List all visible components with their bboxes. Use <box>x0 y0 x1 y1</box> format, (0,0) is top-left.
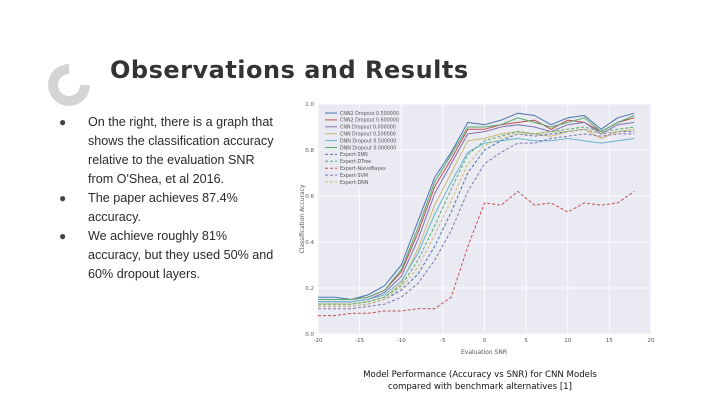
legend-label: Expert-SNN <box>340 152 368 158</box>
decorative-ring-icon <box>48 64 90 106</box>
bullet-item: ● We achieve roughly 81% accuracy, but th… <box>56 227 281 284</box>
series-line <box>318 115 635 300</box>
legend-label: CNN2 Dropout 0.500000 <box>340 111 399 117</box>
legend-label: Expert-NaiveBayes <box>340 166 386 172</box>
series-line <box>318 190 635 317</box>
y-tick-label: 0.0 <box>305 332 314 338</box>
caption-line: compared with benchmark alternatives [1] <box>387 382 572 392</box>
legend-label: CNN Dropout 0.500000 <box>340 132 396 138</box>
x-tick-label: -20 <box>314 338 323 344</box>
x-tick-label: -5 <box>440 338 446 344</box>
bullet-icon: ● <box>59 191 67 205</box>
slide-title: Observations and Results <box>110 56 469 84</box>
bullet-text: The paper achieves 87.4% accuracy. <box>88 191 238 224</box>
bullet-text: On the right, there is a graph that show… <box>88 115 274 186</box>
y-tick-label: 0.6 <box>305 194 314 200</box>
series-line <box>318 133 635 310</box>
bullet-text: We achieve roughly 81% accuracy, but the… <box>88 229 274 281</box>
legend-label: CNN2 Dropout 0.600000 <box>340 118 399 124</box>
legend-label: DNN Dropout 0.000000 <box>340 145 396 151</box>
bullet-list: ● On the right, there is a graph that sho… <box>56 113 281 284</box>
x-tick-label: -10 <box>397 338 406 344</box>
legend-label: Expert-DNN <box>340 180 369 186</box>
y-tick-label: 0.2 <box>305 286 314 292</box>
bullet-item: ● On the right, there is a graph that sho… <box>56 113 281 189</box>
legend-label: Expert-SVM <box>340 173 368 179</box>
x-tick-label: 0 <box>483 338 487 344</box>
x-tick-label: 5 <box>524 338 528 344</box>
bullet-icon: ● <box>59 229 67 243</box>
legend-label: DNN Dropout 0.500000 <box>340 138 396 144</box>
accuracy-vs-snr-chart: -20 -15 -10 -5 0 5 10 15 20 0.0 0.2 0.4 0.6 0.8 1.0 CN… <box>299 102 655 356</box>
bullet-item: ● The paper achieves 87.4% accuracy. <box>56 189 281 227</box>
y-tick-label: 1.0 <box>305 102 314 108</box>
caption-line: Model Performance (Accuracy vs SNR) for … <box>363 370 597 380</box>
x-axis-label: Evaluation SNR <box>461 349 507 356</box>
x-tick-label: -15 <box>355 338 364 344</box>
x-tick-label: 10 <box>564 338 571 344</box>
x-tick-label: 15 <box>606 338 613 344</box>
y-axis-label: Classification Accuracy <box>299 184 306 253</box>
y-tick-label: 0.8 <box>305 148 314 154</box>
legend-label: Expert-DTree <box>340 159 371 165</box>
series-line <box>318 126 635 305</box>
bullet-icon: ● <box>59 115 67 129</box>
y-tick-label: 0.4 <box>305 240 314 246</box>
series-line <box>318 128 635 307</box>
figure-caption: Model Performance (Accuracy vs SNR) for … <box>330 369 630 393</box>
series-line <box>318 112 635 300</box>
x-tick-label: 20 <box>648 338 655 344</box>
legend-label: CNN Dropout 0.000000 <box>340 125 396 131</box>
